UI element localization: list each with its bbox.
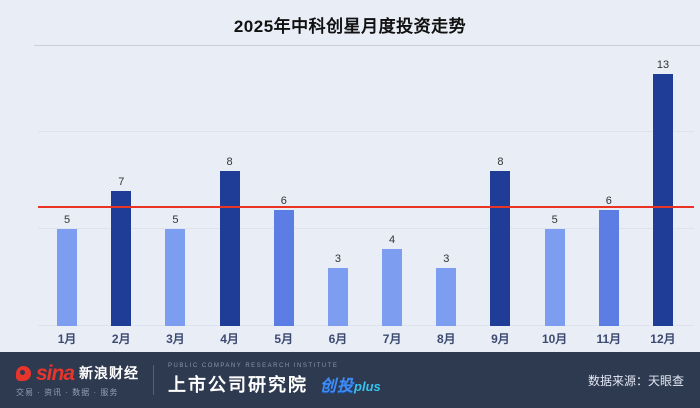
sina-logo-block: sina 新浪财经 交易 · 资讯 · 数据 · 服务 xyxy=(16,363,139,398)
bar xyxy=(273,209,294,326)
footer-divider xyxy=(153,365,155,395)
bar-value-label: 8 xyxy=(497,156,504,169)
bar-value-label: 8 xyxy=(226,156,233,169)
badge-en-text: plus xyxy=(354,379,381,394)
average-reference-line xyxy=(38,206,694,209)
gridline xyxy=(38,325,694,326)
sina-logo-text: sina xyxy=(36,361,75,385)
month-label: 6月 xyxy=(328,332,348,346)
bar-column: 13 12月 xyxy=(636,59,690,352)
bar xyxy=(598,209,619,326)
sina-eye-icon xyxy=(16,365,31,381)
data-source-label: 数据来源：天眼查 xyxy=(587,373,684,388)
bar-value-label: 13 xyxy=(656,59,670,72)
bar-column: 8 4月 xyxy=(203,156,257,352)
sina-brand-text: 新浪财经 xyxy=(79,365,140,381)
bar-column: 6 11月 xyxy=(582,195,636,352)
bar-column: 5 1月 xyxy=(40,214,94,352)
gridline xyxy=(38,131,694,133)
bar-value-label: 6 xyxy=(605,194,612,207)
bar-value-label: 3 xyxy=(334,252,341,265)
bar xyxy=(57,229,78,326)
bar xyxy=(436,267,457,326)
bar xyxy=(219,171,240,326)
bar-column: 6 5月 xyxy=(257,195,311,352)
month-label: 5月 xyxy=(274,332,294,346)
header-divider-line xyxy=(34,45,700,46)
bar-value-label: 7 xyxy=(118,175,125,188)
bar-column: 8 9月 xyxy=(473,156,527,352)
bar xyxy=(327,267,348,326)
bar-plot: 5 1月 7 2月 5 3月 8 4月 6 5月 3 6月 4 7月 3 8月 8 9月 5 10月 6 11月 13 12月 xyxy=(40,55,690,352)
month-label: 4月 xyxy=(220,332,239,346)
chart-title: 2025年中科创星月度投资走势 xyxy=(233,17,467,36)
month-label: 11月 xyxy=(596,332,622,346)
month-label: 9月 xyxy=(491,332,510,346)
bar-column: 3 6月 xyxy=(311,253,365,352)
bar-value-label: 5 xyxy=(172,214,179,227)
month-label: 2月 xyxy=(111,332,131,346)
bar-chart: 5 1月 7 2月 5 3月 8 4月 6 5月 3 6月 4 7月 3 8月 8 9月 5 10月 6 11月 13 12月 xyxy=(38,55,694,352)
month-label: 7月 xyxy=(382,332,402,346)
bar-column: 3 8月 xyxy=(419,253,473,352)
month-label: 8月 xyxy=(436,332,456,346)
month-label: 3月 xyxy=(166,332,185,346)
month-label: 10月 xyxy=(541,332,568,346)
bar-value-label: 6 xyxy=(280,194,287,207)
institute-subtitle: PUBLIC COMPANY RESEARCH INSTITUTE xyxy=(168,363,339,369)
gridline xyxy=(38,228,694,230)
month-label: 12月 xyxy=(650,332,676,346)
bar-column: 7 2月 xyxy=(94,176,148,353)
chuangtou-plus-badge: 创投plus xyxy=(320,372,381,396)
badge-cn-text: 创投 xyxy=(320,378,355,395)
month-label: 1月 xyxy=(57,332,77,346)
bar xyxy=(382,248,403,326)
bar xyxy=(490,171,511,326)
bar-column: 5 3月 xyxy=(148,214,202,352)
bar xyxy=(652,74,673,326)
bar-column: 4 7月 xyxy=(365,234,419,352)
bar-value-label: 3 xyxy=(443,252,450,265)
bar-value-label: 4 xyxy=(389,233,396,246)
bar-value-label: 5 xyxy=(64,214,71,227)
institute-logo-block: PUBLIC COMPANY RESEARCH INSTITUTE 上市公司研究… xyxy=(168,363,381,397)
bar xyxy=(544,229,565,326)
bar xyxy=(165,229,186,326)
institute-name: 上市公司研究院 xyxy=(168,375,309,395)
bar-value-label: 5 xyxy=(551,214,558,227)
bar xyxy=(111,190,132,326)
footer-bar: sina 新浪财经 交易 · 资讯 · 数据 · 服务 PUBLIC COMPA… xyxy=(0,352,700,408)
bar-column: 5 10月 xyxy=(528,214,582,352)
sina-tagline: 交易 · 资讯 · 数据 · 服务 xyxy=(16,387,119,397)
